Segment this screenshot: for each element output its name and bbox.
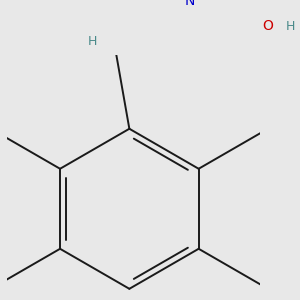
Text: O: O — [262, 19, 273, 33]
Text: H: H — [88, 35, 97, 48]
Text: H: H — [286, 20, 295, 33]
Text: N: N — [185, 0, 195, 8]
